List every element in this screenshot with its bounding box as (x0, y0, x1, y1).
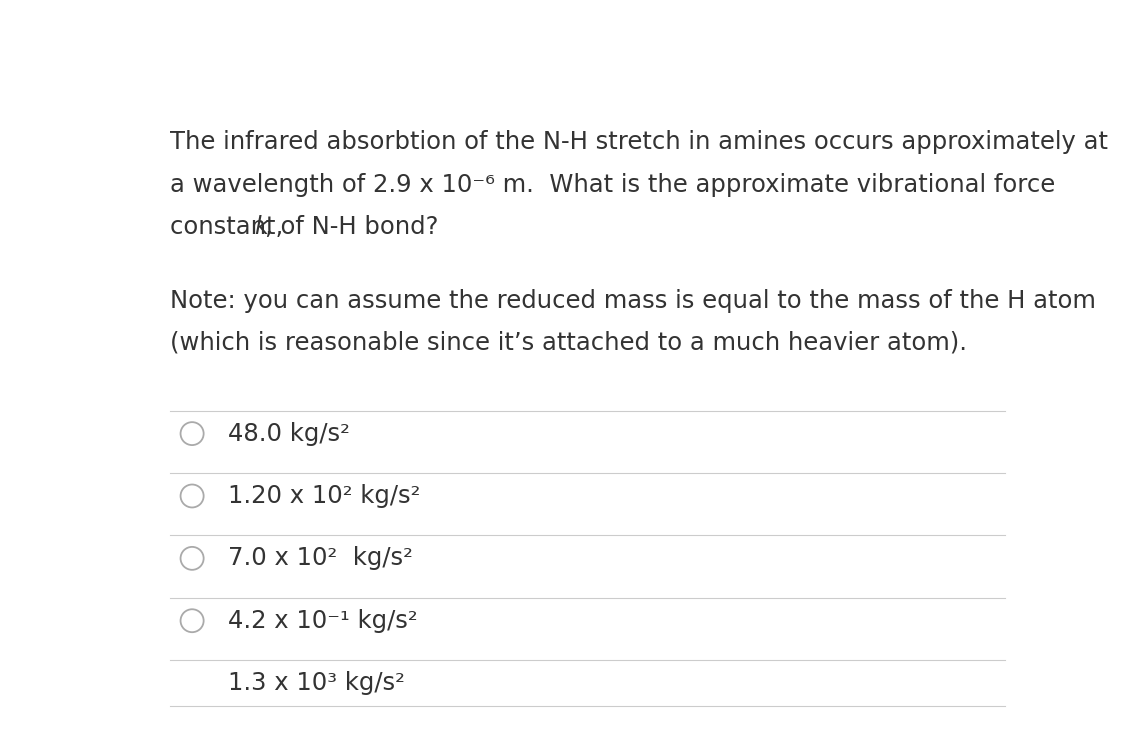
Text: a wavelength of 2.9 x 10⁻⁶ m.  What is the approximate vibrational force: a wavelength of 2.9 x 10⁻⁶ m. What is th… (170, 172, 1055, 196)
Text: 1.20 x 10² kg/s²: 1.20 x 10² kg/s² (228, 484, 419, 508)
Text: 4.2 x 10⁻¹ kg/s²: 4.2 x 10⁻¹ kg/s² (228, 609, 417, 633)
Text: Note: you can assume the reduced mass is equal to the mass of the H atom: Note: you can assume the reduced mass is… (170, 289, 1096, 313)
Text: 1.3 x 10³ kg/s²: 1.3 x 10³ kg/s² (228, 671, 405, 695)
Text: The infrared absorbtion of the N-H stretch in amines occurs approximately at: The infrared absorbtion of the N-H stret… (170, 130, 1108, 154)
Text: , of N-H bond?: , of N-H bond? (265, 214, 439, 238)
Text: (which is reasonable since it’s attached to a much heavier atom).: (which is reasonable since it’s attached… (170, 331, 967, 355)
Text: constant,: constant, (170, 214, 291, 238)
Text: 7.0 x 10²  kg/s²: 7.0 x 10² kg/s² (228, 546, 413, 570)
Text: 48.0 kg/s²: 48.0 kg/s² (228, 422, 350, 446)
Text: k: k (254, 214, 268, 238)
